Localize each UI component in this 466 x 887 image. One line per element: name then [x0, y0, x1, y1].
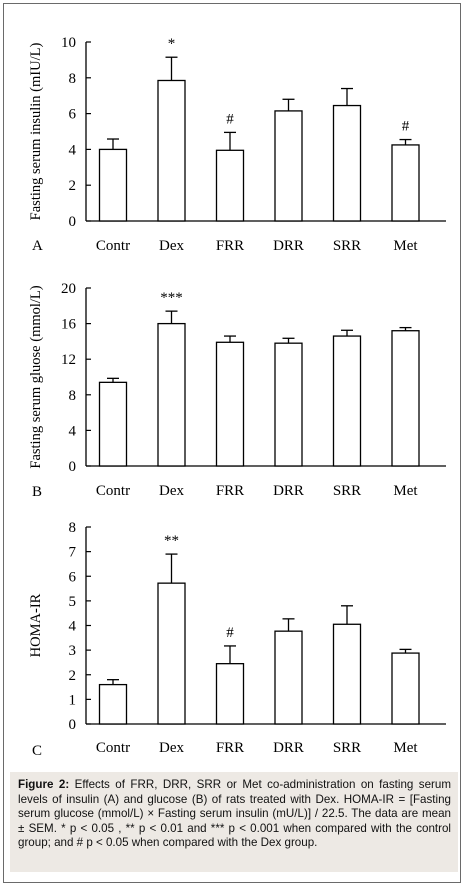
y-tick-label: 20 [61, 281, 76, 297]
bar [157, 582, 186, 725]
bar [332, 623, 362, 725]
bar [391, 330, 420, 467]
category-label: Met [393, 238, 418, 254]
caption-label: Figure 2: [18, 778, 70, 791]
bar [215, 663, 245, 725]
y-tick-label: 8 [69, 71, 77, 87]
category-label: DRR [273, 740, 304, 756]
y-tick-label: 4 [69, 423, 77, 439]
y-axis-title: Fasting serum insulin (mIU/L) [28, 43, 44, 221]
significance-mark: # [402, 119, 410, 135]
y-tick-label: 0 [69, 214, 77, 230]
bar [98, 381, 128, 467]
y-tick-label: 8 [69, 520, 77, 536]
y-tick-label: 0 [69, 717, 77, 733]
bar [98, 683, 128, 725]
figure-frame [3, 3, 461, 883]
significance-mark: *** [160, 290, 183, 306]
y-tick-label: 7 [69, 545, 77, 561]
bar [274, 630, 303, 725]
bar [157, 322, 186, 467]
category-label: DRR [273, 483, 304, 499]
category-label: FRR [216, 238, 244, 254]
bar [98, 148, 128, 222]
category-label: Dex [159, 483, 184, 499]
caption-text: Effects of FRR, DRR, SRR or Met co-admin… [18, 778, 451, 850]
bar [157, 79, 186, 222]
significance-mark: # [226, 111, 234, 127]
bar [215, 341, 245, 467]
category-label: Dex [159, 238, 184, 254]
y-tick-label: 3 [69, 643, 77, 659]
y-axis-title: Fasting serum gluose (mmol/L) [28, 285, 44, 468]
y-tick-label: 6 [69, 569, 77, 585]
bar [391, 652, 420, 725]
y-tick-label: 2 [69, 178, 77, 194]
bar [215, 149, 245, 222]
category-label: SRR [333, 740, 361, 756]
y-tick-label: 10 [61, 35, 76, 51]
y-tick-label: 2 [69, 668, 77, 684]
y-tick-label: 12 [61, 352, 76, 368]
category-label: Contr [96, 483, 130, 499]
bar [274, 342, 303, 467]
y-tick-label: 1 [69, 692, 77, 708]
y-tick-label: 8 [69, 388, 77, 404]
significance-mark: * [168, 36, 176, 52]
y-axis-title: HOMA-IR [28, 593, 44, 657]
panel-b-glucose: 0 4 8 12 16 20 Fasting serum gluose (mmol/L) Co… [28, 281, 446, 500]
category-label: FRR [216, 740, 244, 756]
significance-mark: ** [164, 533, 179, 549]
y-tick-label: 5 [69, 594, 77, 610]
category-label: Met [393, 740, 418, 756]
bar [391, 144, 420, 222]
bar [274, 110, 303, 222]
y-tick-label: 6 [69, 107, 77, 123]
significance-mark: # [226, 625, 234, 641]
y-tick-label: 4 [69, 142, 77, 158]
category-label: Contr [96, 740, 130, 756]
category-label: Met [393, 483, 418, 499]
y-tick-label: 0 [69, 459, 77, 475]
category-label: DRR [273, 238, 304, 254]
panel-a-insulin: 0 2 4 6 8 10 Fasting serum insulin (mIU/L) Cont… [28, 35, 446, 254]
panel-letter: A [32, 238, 43, 254]
bar [332, 104, 362, 222]
y-tick-label: 4 [69, 619, 77, 635]
panel-letter: C [32, 743, 42, 759]
figure-caption: Figure 2: Effects of FRR, DRR, SRR or Me… [10, 772, 458, 872]
category-label: SRR [333, 483, 361, 499]
category-label: FRR [216, 483, 244, 499]
y-tick-label: 16 [61, 317, 77, 333]
panel-c-homa-ir: 0 1 2 3 4 5 6 7 8 HOMA-IR Contr ** Dex # FRR DRR SRR Met C [28, 520, 446, 759]
panel-letter: B [32, 484, 42, 500]
category-label: SRR [333, 238, 361, 254]
bar [332, 335, 362, 467]
category-label: Contr [96, 238, 130, 254]
category-label: Dex [159, 740, 184, 756]
